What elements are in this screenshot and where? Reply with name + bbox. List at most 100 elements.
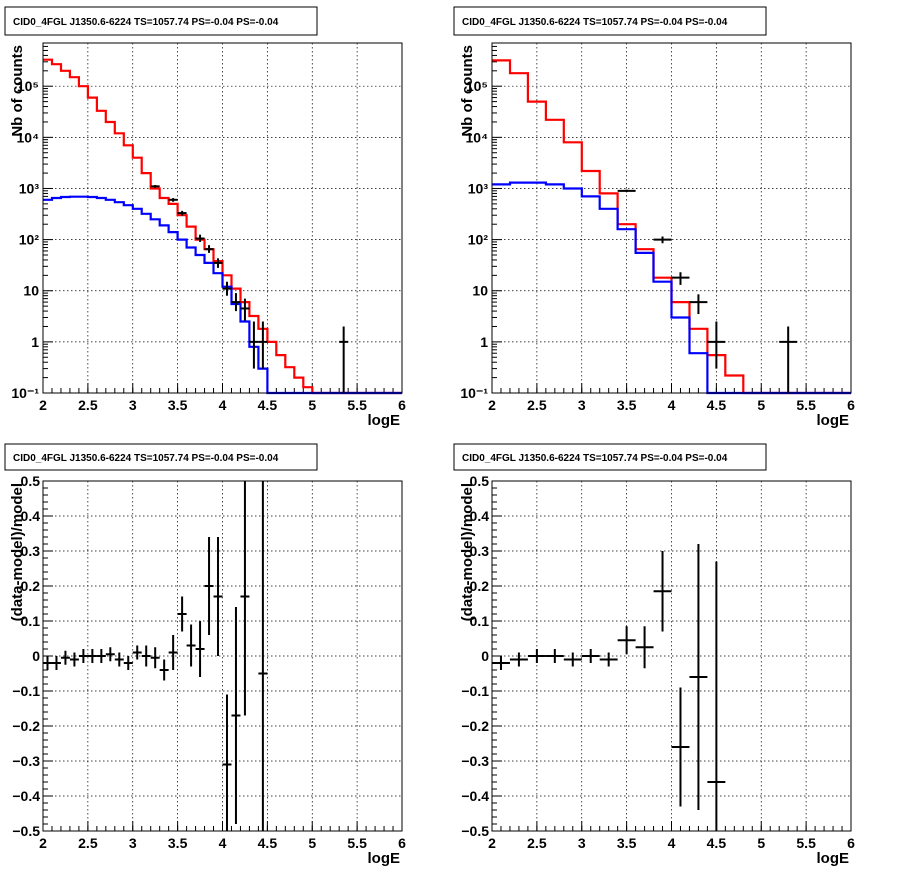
x-tick-label: 6 <box>398 835 406 851</box>
title-frame <box>453 6 767 36</box>
x-axis-title: logE <box>817 850 850 867</box>
x-tick-label: 5 <box>757 397 765 413</box>
data-point <box>177 596 187 632</box>
data-point <box>563 652 582 667</box>
y-tick-label: −0.1 <box>461 683 489 699</box>
y-tick-label: 10² <box>19 232 40 248</box>
y-tick-label: 0.2 <box>470 578 490 594</box>
data-point <box>159 659 169 681</box>
plot-frame <box>42 480 403 832</box>
x-tick-label: 4.5 <box>707 397 727 413</box>
y-tick-label: 0.4 <box>470 508 490 524</box>
x-tick-label: 5.5 <box>347 835 367 851</box>
data-point <box>231 607 241 824</box>
x-tick-label: 5.5 <box>347 397 367 413</box>
data-point <box>43 656 52 670</box>
x-tick-label: 4 <box>668 397 676 413</box>
y-tick-label: 0.4 <box>21 508 41 524</box>
data-point <box>123 656 133 670</box>
x-tick-label: 3.5 <box>617 397 637 413</box>
data-point <box>231 293 241 312</box>
data-point <box>150 647 160 669</box>
data-point <box>617 626 636 655</box>
y-axis-title: (data-model)/model <box>459 483 476 621</box>
data-point <box>339 326 349 393</box>
data-point <box>671 687 690 807</box>
data-point <box>213 537 223 656</box>
data-point <box>168 198 178 202</box>
data-point <box>779 326 798 393</box>
chart-panel-1: CID0_4FGL J1350.6-6224 TS=1057.74 PS=-0.… <box>4 6 406 429</box>
y-tick-label: 0.2 <box>21 578 41 594</box>
series-step-line-1 <box>43 58 402 395</box>
data-point <box>653 551 672 632</box>
x-tick-label: 2 <box>39 835 47 851</box>
data-point <box>492 656 510 670</box>
y-tick-label: 0.5 <box>21 473 41 489</box>
x-axis-title: logE <box>368 850 401 867</box>
x-tick-label: 2.5 <box>78 397 98 413</box>
data-point <box>653 236 672 244</box>
series-step-line-2 <box>492 181 851 395</box>
y-tick-label: 10⁵ <box>17 78 39 94</box>
y-tick-label: 10⁻¹ <box>460 385 488 401</box>
chart-panel-4: CID0_4FGL J1350.6-6224 TS=1057.74 PS=-0.… <box>453 443 855 867</box>
data-point <box>707 321 726 369</box>
chart-panel-3: CID0_4FGL J1350.6-6224 TS=1057.74 PS=-0.… <box>4 443 406 867</box>
y-tick-label: −0.2 <box>12 718 40 734</box>
chart-title-box: CID0_4FGL J1350.6-6224 TS=1057.74 PS=-0.… <box>4 6 318 36</box>
data-point <box>114 652 124 667</box>
data-point <box>78 649 88 663</box>
data-point <box>141 645 151 667</box>
x-tick-label: 2.5 <box>78 835 98 851</box>
y-tick-label: 10⁵ <box>466 78 488 94</box>
y-axis-title: Nb of counts <box>9 45 26 137</box>
y-tick-label: 0.3 <box>21 543 41 559</box>
data-point <box>168 635 178 670</box>
data-point <box>707 561 726 831</box>
data-point <box>204 537 214 635</box>
plot-frame <box>42 42 403 394</box>
x-tick-label: 5 <box>308 835 316 851</box>
plot-frame <box>491 42 852 394</box>
data-point <box>240 481 250 716</box>
x-tick-label: 5.5 <box>796 835 816 851</box>
y-tick-label: −0.5 <box>461 823 489 839</box>
chart-title-box: CID0_4FGL J1350.6-6224 TS=1057.74 PS=-0.… <box>4 443 318 471</box>
data-point <box>204 245 214 253</box>
data-point <box>195 621 205 677</box>
y-axis-title: (data-model)/model <box>9 483 26 621</box>
data-point <box>258 321 268 369</box>
data-point <box>617 189 636 193</box>
data-point <box>69 652 79 667</box>
y-tick-label: −0.4 <box>461 788 489 804</box>
data-point <box>527 649 546 663</box>
plot-frame <box>491 480 852 832</box>
y-tick-label: −0.3 <box>12 753 40 769</box>
y-tick-label: −0.4 <box>12 788 40 804</box>
x-tick-label: 6 <box>847 397 855 413</box>
y-tick-label: −0.3 <box>461 753 489 769</box>
data-point <box>258 481 268 831</box>
data-point <box>222 694 232 831</box>
chart-panel-2: CID0_4FGL J1350.6-6224 TS=1057.74 PS=-0.… <box>453 6 855 429</box>
x-tick-label: 5 <box>757 835 765 851</box>
x-tick-label: 2.5 <box>527 835 547 851</box>
x-tick-label: 2 <box>488 835 496 851</box>
title-frame <box>4 6 318 36</box>
y-tick-label: 0.5 <box>470 473 490 489</box>
y-tick-label: 10 <box>23 283 39 299</box>
y-tick-label: −0.1 <box>12 683 40 699</box>
title-frame <box>4 443 318 471</box>
data-point <box>96 649 106 663</box>
x-tick-label: 4 <box>668 835 676 851</box>
x-tick-label: 4 <box>219 397 227 413</box>
y-tick-label: 0.1 <box>21 613 41 629</box>
x-axis-title: logE <box>368 412 401 429</box>
x-tick-label: 3 <box>129 835 137 851</box>
y-tick-label: 10⁴ <box>17 129 40 145</box>
title-frame <box>453 443 767 471</box>
x-tick-label: 2 <box>488 397 496 413</box>
x-tick-label: 4.5 <box>707 835 727 851</box>
chart-title-box: CID0_4FGL J1350.6-6224 TS=1057.74 PS=-0.… <box>453 443 767 471</box>
